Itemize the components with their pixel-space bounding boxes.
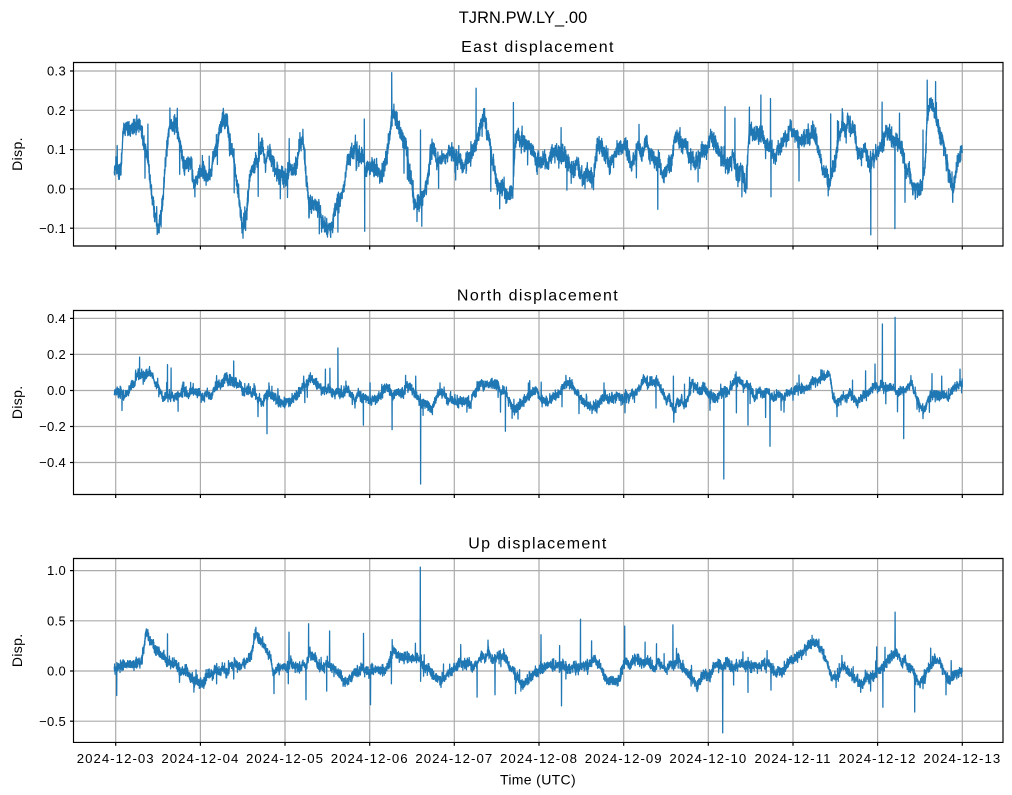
svg-text:−0.5: −0.5 — [39, 714, 66, 729]
svg-text:TJRN.PW.LY_.00: TJRN.PW.LY_.00 — [459, 9, 588, 27]
svg-text:2024-12-06: 2024-12-06 — [331, 751, 409, 766]
svg-text:0.5: 0.5 — [47, 613, 66, 628]
svg-text:Disp.: Disp. — [9, 385, 25, 419]
svg-text:−0.2: −0.2 — [39, 419, 66, 434]
svg-text:2024-12-04: 2024-12-04 — [161, 751, 239, 766]
svg-text:2024-12-08: 2024-12-08 — [500, 751, 578, 766]
svg-text:East displacement: East displacement — [461, 39, 615, 56]
svg-text:−0.4: −0.4 — [39, 455, 66, 470]
svg-text:0.2: 0.2 — [47, 103, 66, 118]
svg-text:0.0: 0.0 — [47, 664, 66, 679]
svg-text:2024-12-09: 2024-12-09 — [585, 751, 663, 766]
svg-text:0.2: 0.2 — [47, 347, 66, 362]
svg-text:North displacement: North displacement — [457, 287, 619, 304]
svg-text:0.3: 0.3 — [47, 64, 66, 79]
svg-text:Time (UTC): Time (UTC) — [500, 772, 576, 788]
svg-text:Disp.: Disp. — [9, 633, 25, 667]
svg-text:−0.1: −0.1 — [39, 221, 66, 236]
svg-text:2024-12-10: 2024-12-10 — [669, 751, 747, 766]
svg-text:2024-12-13: 2024-12-13 — [923, 751, 1001, 766]
svg-text:2024-12-05: 2024-12-05 — [246, 751, 324, 766]
svg-text:2024-12-07: 2024-12-07 — [415, 751, 493, 766]
svg-text:0.1: 0.1 — [47, 142, 66, 157]
svg-text:0.4: 0.4 — [47, 311, 66, 326]
svg-text:0.0: 0.0 — [47, 182, 66, 197]
svg-text:Disp.: Disp. — [9, 137, 25, 171]
svg-text:2024-12-03: 2024-12-03 — [77, 751, 155, 766]
svg-text:0.0: 0.0 — [47, 383, 66, 398]
svg-text:2024-12-11: 2024-12-11 — [755, 751, 832, 766]
svg-text:Up displacement: Up displacement — [468, 536, 607, 553]
svg-text:2024-12-12: 2024-12-12 — [839, 751, 917, 766]
svg-text:1.0: 1.0 — [47, 563, 66, 578]
